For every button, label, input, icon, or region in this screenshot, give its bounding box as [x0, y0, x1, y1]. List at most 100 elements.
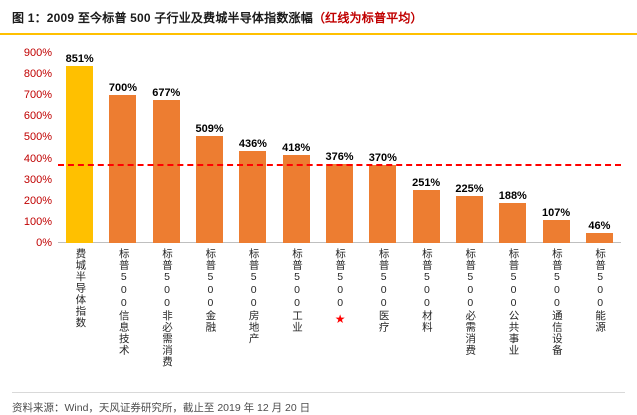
bar — [499, 203, 527, 243]
category-column: 376% 标普500 ★ — [318, 53, 361, 388]
category-label-text: 标普500信息技术 — [117, 248, 130, 356]
category-column: 509% 标普500金融 — [188, 53, 231, 388]
category-column: 107% 标普500通信设备 — [534, 53, 577, 388]
y-tick-label: 600% — [23, 110, 52, 123]
x-axis-category-label: 标普500必需消费 — [464, 248, 476, 388]
bar-slot: 251% — [412, 53, 440, 243]
star-marker-icon: ★ — [333, 312, 348, 326]
bar-slot: 376% — [325, 53, 354, 243]
average-reference-line — [58, 163, 621, 166]
bar-slot: 107% — [542, 53, 570, 243]
y-tick-label: 300% — [23, 173, 52, 186]
bar-value-label: 376% — [325, 150, 354, 163]
category-label-text: 标普500材料 — [420, 248, 433, 333]
x-axis-category-label: 标普500 ★ — [333, 248, 348, 388]
bar-value-label: 700% — [108, 82, 138, 95]
bar-slot: 225% — [455, 53, 484, 243]
category-label-text: 费城半导体指数 — [74, 248, 87, 329]
category-column: 188% 标普500公共事业 — [491, 53, 534, 388]
y-tick-label: 700% — [23, 89, 52, 102]
bar-value-label: 851% — [65, 53, 94, 65]
bar-value-label: 107% — [542, 207, 571, 220]
category-label-text: 标普500必需消费 — [464, 248, 477, 356]
bar-chart: 900% 800% 700% 600% 500% 400% 300% 200% 100% 0% 8… — [0, 35, 637, 388]
category-column: 418% 标普500工业 — [275, 53, 318, 388]
bar-value-label: 436% — [238, 137, 267, 150]
figure-title: 图 1：2009 至今标普 500 子行业及费城半导体指数涨幅（红线为标普平均） — [0, 0, 637, 33]
figure-title-main: 图 1：2009 至今标普 500 子行业及费城半导体指数涨幅 — [12, 11, 313, 25]
x-axis-category-label: 标普500通信设备 — [550, 248, 563, 388]
category-label-text: 标普500工业 — [290, 248, 303, 333]
x-axis-category-label: 标普500医疗 — [377, 248, 390, 388]
bar — [369, 164, 397, 243]
bar-value-label: 370% — [368, 151, 397, 164]
bar — [239, 150, 267, 243]
bar — [455, 195, 483, 243]
bar — [412, 190, 440, 243]
x-axis-category-label: 标普500材料 — [420, 248, 433, 388]
bar — [282, 154, 310, 243]
bar — [585, 233, 613, 243]
y-axis: 900% 800% 700% 600% 500% 400% 300% 200% 100% 0% — [12, 47, 58, 249]
category-label-text: 标普500医疗 — [377, 248, 390, 333]
category-label-text: 标普500 — [334, 248, 347, 310]
category-column: 436% 标普500房地产 — [231, 53, 274, 388]
bar-value-label: 509% — [195, 122, 224, 135]
plot-area: 851% 费城半导体指数 700% 标普500信息技术 677% 标普500非必需消费 50… — [58, 53, 621, 388]
x-axis-category-label: 标普500信息技术 — [117, 248, 130, 388]
title-divider-rule — [0, 33, 637, 35]
category-label-text: 标普500公共事业 — [507, 248, 520, 356]
bar — [152, 100, 180, 243]
category-column: 46% 标普500能源 — [578, 53, 621, 388]
category-column: 700% 标普500信息技术 — [101, 53, 144, 388]
category-column: 677% 标普500非必需消费 — [145, 53, 188, 388]
category-column: 225% 标普500必需消费 — [448, 53, 491, 388]
x-axis-category-label: 标普500房地产 — [247, 248, 260, 388]
y-tick-label: 100% — [23, 215, 52, 228]
x-axis-category-label: 标普500能源 — [594, 248, 606, 388]
bar-slot: 370% — [369, 53, 397, 243]
bar-value-label: 251% — [412, 177, 441, 190]
category-label-text: 标普500通信设备 — [550, 248, 563, 356]
bar — [66, 66, 94, 243]
category-column: 370% 标普500医疗 — [361, 53, 404, 388]
category-label-text: 标普500能源 — [594, 248, 607, 333]
x-axis-category-label: 费城半导体指数 — [74, 248, 86, 388]
bar-value-label: 188% — [498, 190, 527, 203]
x-axis-category-label: 标普500非必需消费 — [161, 248, 173, 388]
bar-value-label: 225% — [455, 182, 484, 195]
bar-slot: 700% — [109, 53, 137, 243]
x-axis-category-label: 标普500工业 — [290, 248, 303, 388]
bar-slot: 677% — [152, 53, 180, 243]
bar-value-label: 46% — [588, 220, 611, 233]
bar-slot: 46% — [585, 53, 613, 243]
category-label-text: 标普500非必需消费 — [161, 248, 174, 368]
source-note: 资料来源：Wind，天风证券研究所，截止至 2019 年 12 月 20 日 — [12, 392, 625, 415]
figure-title-note: （红线为标普平均） — [312, 11, 423, 25]
y-tick-label: 800% — [23, 68, 52, 81]
bar-value-label: 418% — [282, 141, 311, 154]
bar — [109, 95, 137, 243]
bar — [196, 135, 224, 243]
x-axis-category-label: 标普500公共事业 — [507, 248, 520, 388]
bar-columns: 851% 费城半导体指数 700% 标普500信息技术 677% 标普500非必需消费 50… — [58, 53, 621, 388]
bar-slot: 851% — [66, 53, 94, 243]
y-tick-label: 0% — [36, 237, 52, 249]
bar — [542, 220, 570, 243]
bar-slot: 509% — [196, 53, 224, 243]
category-column: 251% 标普500材料 — [405, 53, 448, 388]
category-label-text: 标普500房地产 — [247, 248, 260, 345]
y-tick-label: 500% — [23, 131, 52, 144]
y-tick-label: 400% — [23, 152, 52, 165]
category-column: 851% 费城半导体指数 — [58, 53, 101, 388]
bar-slot: 188% — [499, 53, 527, 243]
bar-slot: 436% — [239, 53, 267, 243]
y-tick-label: 200% — [23, 194, 52, 207]
bar-slot: 418% — [282, 53, 310, 243]
category-label-text: 标普500金融 — [204, 248, 217, 333]
bar-value-label: 677% — [152, 87, 181, 100]
bar — [326, 163, 354, 243]
y-tick-label: 900% — [23, 47, 52, 59]
x-axis-category-label: 标普500金融 — [204, 248, 216, 388]
